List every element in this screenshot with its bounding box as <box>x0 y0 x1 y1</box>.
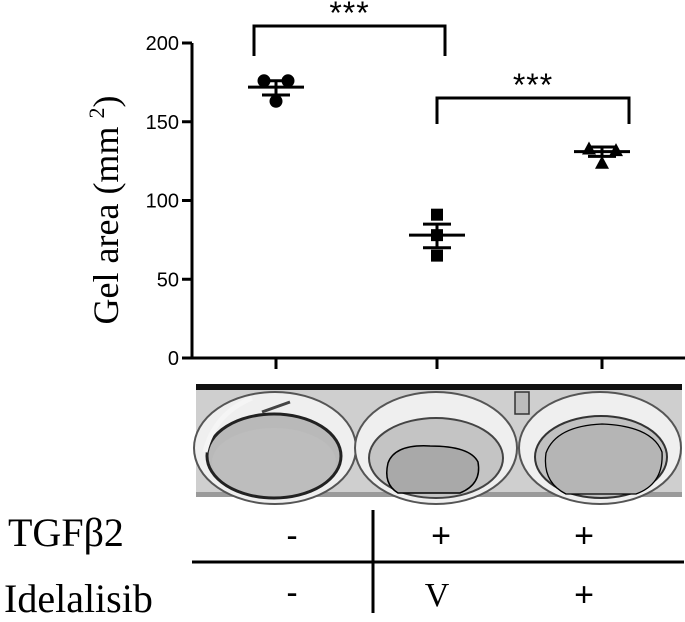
data-point-triangle <box>609 143 623 157</box>
row-label-idelalisib: Idelalisib <box>4 576 153 617</box>
well-3 <box>518 391 682 505</box>
plate-top-edge <box>196 384 682 390</box>
data-point-circle <box>257 74 271 88</box>
gel-contracted <box>386 445 480 494</box>
y-ticks: 0 50 100 150 200 <box>146 33 192 370</box>
significance-label: *** <box>329 0 369 31</box>
x-ticks <box>274 358 604 369</box>
data-points <box>257 74 623 262</box>
scatter-chart: Gel area (mm 2) 0 50 100 150 200 *** *** <box>84 0 685 370</box>
y-tick-label: 0 <box>168 348 179 370</box>
idelalisib-value-1: - <box>286 574 297 612</box>
y-tick-label: 100 <box>146 191 179 213</box>
conditions-table: TGFβ2 Idelalisib - + + - V + <box>4 510 684 621</box>
error-bars <box>248 79 630 250</box>
y-tick-label: 200 <box>146 33 179 55</box>
tgfb2-value-3: + <box>574 517 594 555</box>
y-axis-label-close: ) <box>86 96 126 108</box>
y-axis-label: Gel area (mm 2) <box>84 96 126 325</box>
y-tick-label: 150 <box>146 112 179 134</box>
y-axis-label-superscript: 2 <box>84 108 109 119</box>
significance-bracket <box>435 96 631 124</box>
significance-bracket <box>252 24 447 56</box>
data-point-circle <box>269 94 283 108</box>
y-axis-label-text: Gel area (mm <box>86 127 126 325</box>
well-2 <box>354 391 530 505</box>
idelalisib-value-3: + <box>574 576 594 614</box>
well-1 <box>193 391 357 505</box>
data-point-triangle <box>595 155 609 169</box>
significance-brackets: *** *** <box>252 0 631 124</box>
data-point-square <box>431 249 443 262</box>
tgfb2-value-1: - <box>286 517 297 555</box>
data-point-circle <box>281 74 295 88</box>
gel-partial <box>544 423 663 495</box>
y-tick-label: 50 <box>157 269 179 291</box>
significance-label: *** <box>513 67 553 103</box>
tgfb2-value-2: + <box>431 517 451 555</box>
data-point-square <box>431 208 443 221</box>
gel-wells-photo <box>193 384 682 505</box>
data-point-triangle <box>582 141 596 155</box>
row-label-tgfb2: TGFβ2 <box>8 510 124 555</box>
idelalisib-value-2: V <box>425 577 450 614</box>
data-point-square <box>431 229 443 242</box>
